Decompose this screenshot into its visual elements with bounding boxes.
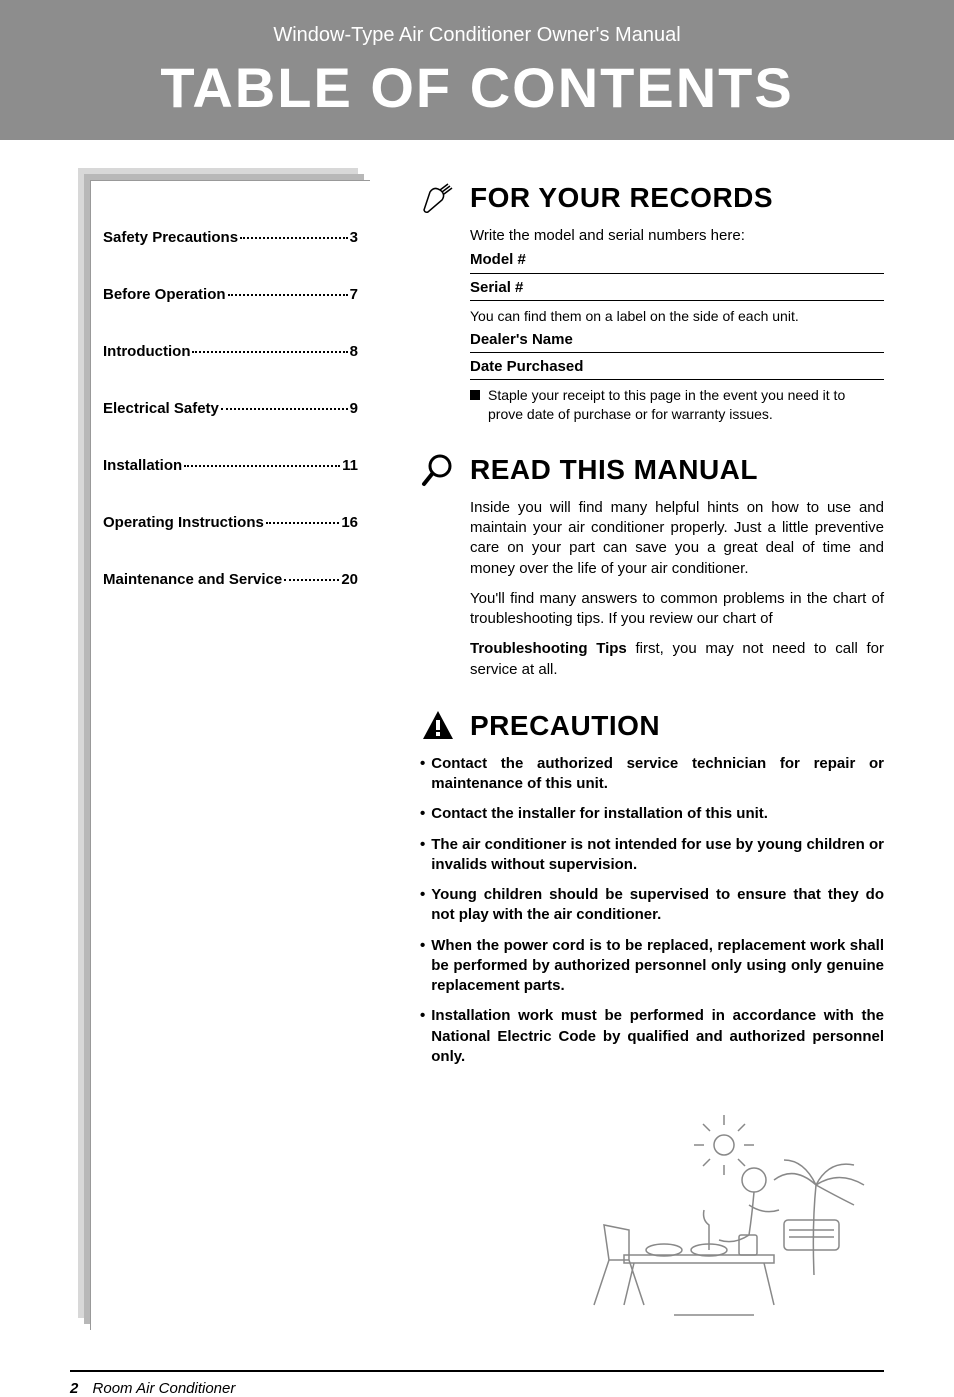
toc-label: Safety Precautions [103, 229, 238, 246]
toc-label: Introduction [103, 343, 190, 360]
illustration-wrap [420, 1095, 884, 1330]
precaution-text: Contact the authorized service technicia… [431, 754, 884, 795]
toc-dots [228, 294, 348, 296]
right-column: FOR YOUR RECORDS Write the model and ser… [420, 180, 884, 1330]
precaution-item: •Contact the authorized service technici… [420, 754, 884, 795]
precaution-section: PRECAUTION •Contact the authorized servi… [420, 708, 884, 1067]
dealer-label: Dealer's Name [470, 330, 573, 350]
dealer-line: Dealer's Name [470, 330, 884, 353]
page-number: 2 [70, 1380, 78, 1397]
toc-label: Installation [103, 457, 182, 474]
toc-label: Before Operation [103, 286, 226, 303]
toc-row: Before Operation 7 [103, 286, 358, 303]
content-wrap: Safety Precautions 3 Before Operation 7 … [0, 140, 954, 1350]
read-p3-bold: Troubleshooting Tips [470, 640, 627, 657]
date-label: Date Purchased [470, 357, 583, 377]
toc-row: Electrical Safety 9 [103, 400, 358, 417]
toc-page: 9 [350, 400, 358, 417]
toc-dots [184, 465, 340, 467]
records-section: FOR YOUR RECORDS Write the model and ser… [420, 180, 884, 424]
toc-dots [192, 351, 347, 353]
toc-column: Safety Precautions 3 Before Operation 7 … [90, 180, 370, 1330]
precaution-text: The air conditioner is not intended for … [431, 835, 884, 876]
bullet-icon: • [420, 754, 425, 795]
model-label: Model # [470, 250, 526, 270]
read-title: READ THIS MANUAL [470, 454, 758, 486]
read-body: Inside you will find many helpful hints … [420, 498, 884, 680]
records-title: FOR YOUR RECORDS [470, 182, 773, 214]
toc-label: Operating Instructions [103, 514, 264, 531]
precaution-item: •Young children should be supervised to … [420, 885, 884, 926]
precaution-text: Contact the installer for installation o… [431, 804, 768, 824]
precaution-item: •When the power cord is to be replaced, … [420, 936, 884, 997]
read-p3: Troubleshooting Tips first, you may not … [470, 639, 884, 680]
toc-row: Installation 11 [103, 457, 358, 474]
precaution-text: When the power cord is to be replaced, r… [431, 936, 884, 997]
toc-page: 20 [341, 571, 358, 588]
toc-dots [240, 237, 348, 239]
toc-row: Introduction 8 [103, 343, 358, 360]
staple-note: Staple your receipt to this page in the … [488, 386, 884, 424]
toc-label: Electrical Safety [103, 400, 219, 417]
precaution-list: •Contact the authorized service technici… [420, 754, 884, 1067]
section-head: READ THIS MANUAL [420, 452, 884, 488]
toc-row: Safety Precautions 3 [103, 229, 358, 246]
magnifier-icon [420, 452, 456, 488]
serial-line: Serial # [470, 278, 884, 301]
precaution-item: •The air conditioner is not intended for… [420, 835, 884, 876]
toc-row: Maintenance and Service 20 [103, 571, 358, 588]
bullet-icon: • [420, 885, 425, 926]
records-body: Write the model and serial numbers here:… [420, 226, 884, 424]
model-line: Model # [470, 250, 884, 273]
serial-label: Serial # [470, 278, 523, 298]
square-bullet-icon [470, 390, 480, 400]
toc-page: 7 [350, 286, 358, 303]
manual-subhead: Window-Type Air Conditioner Owner's Manu… [0, 24, 954, 47]
precaution-text: Installation work must be performed in a… [431, 1006, 884, 1067]
section-head: FOR YOUR RECORDS [420, 180, 884, 216]
read-p2: You'll find many answers to common probl… [470, 589, 884, 630]
precaution-item: • Contact the installer for installation … [420, 804, 884, 824]
comfort-illustration-icon [554, 1105, 874, 1325]
pen-icon [420, 180, 456, 216]
bullet-icon: • [420, 1006, 425, 1067]
bullet-icon: • [420, 936, 425, 997]
toc-page: 16 [341, 514, 358, 531]
toc-dots [284, 579, 339, 581]
bullet-icon: • [420, 835, 425, 876]
precaution-item: •Installation work must be performed in … [420, 1006, 884, 1067]
toc-page: 8 [350, 343, 358, 360]
toc-dots [266, 522, 339, 524]
precaution-text: Young children should be supervised to e… [431, 885, 884, 926]
bullet-icon: • [420, 804, 425, 824]
toc-page: 11 [342, 457, 358, 474]
page-title: TABLE OF CONTENTS [0, 55, 954, 120]
precaution-title: PRECAUTION [470, 710, 660, 742]
date-line: Date Purchased [470, 357, 884, 380]
footer-text: Room Air Conditioner [93, 1380, 236, 1397]
staple-note-row: Staple your receipt to this page in the … [470, 386, 884, 424]
toc-row: Operating Instructions 16 [103, 514, 358, 531]
read-section: READ THIS MANUAL Inside you will find ma… [420, 452, 884, 680]
section-head: PRECAUTION [420, 708, 884, 744]
find-note: You can find them on a label on the side… [470, 307, 884, 326]
read-p1: Inside you will find many helpful hints … [470, 498, 884, 579]
toc-label: Maintenance and Service [103, 571, 282, 588]
toc-page: 3 [350, 229, 358, 246]
footer: 2 Room Air Conditioner [70, 1370, 884, 1397]
warning-icon [420, 708, 456, 744]
header-band: Window-Type Air Conditioner Owner's Manu… [0, 0, 954, 140]
records-intro: Write the model and serial numbers here: [470, 226, 884, 246]
toc-dots [221, 408, 348, 410]
